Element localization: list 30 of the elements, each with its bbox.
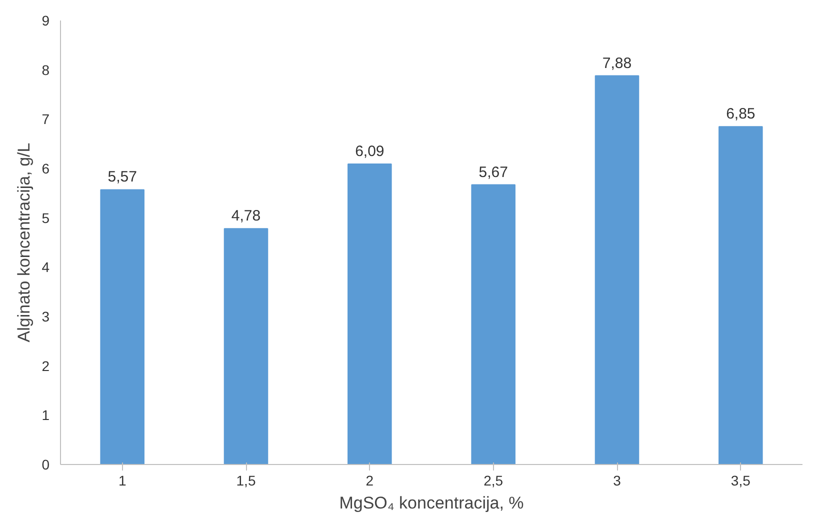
data-label: 5,57 (108, 168, 137, 186)
bar (348, 164, 392, 464)
data-label: 6,85 (726, 106, 756, 123)
y-tick-label: 0 (42, 456, 50, 472)
data-label: 7,88 (602, 54, 632, 72)
x-tick-label: 3,5 (730, 472, 751, 488)
bar (471, 184, 516, 464)
y-tick-label: 5 (42, 210, 50, 226)
y-tick-label: 3 (42, 308, 50, 324)
x-tick-label: 3 (613, 472, 622, 488)
y-tick-label: 8 (42, 62, 50, 78)
x-tick-label: 2 (366, 472, 374, 488)
y-tick-label: 4 (42, 259, 50, 276)
x-tick-label: 1 (118, 472, 126, 488)
y-tick-label: 2 (42, 358, 50, 374)
bar (718, 126, 763, 464)
bar (224, 228, 268, 464)
x-tick-label: 2,5 (484, 472, 504, 488)
y-tick-label: 6 (42, 160, 50, 176)
y-axis-title: Alginato koncentracija, g/L (14, 142, 34, 342)
data-label: 4,78 (231, 208, 261, 225)
data-label: 5,67 (478, 164, 508, 181)
y-tick-label: 1 (42, 407, 50, 424)
x-axis-title: MgSO₄ koncentracija, % (339, 494, 524, 512)
x-tick-label: 1,5 (236, 472, 256, 488)
y-tick-label: 9 (42, 12, 50, 28)
bar (594, 75, 640, 464)
data-label: 6,09 (355, 143, 384, 160)
bar (100, 189, 144, 464)
y-tick-label: 7 (42, 111, 50, 128)
